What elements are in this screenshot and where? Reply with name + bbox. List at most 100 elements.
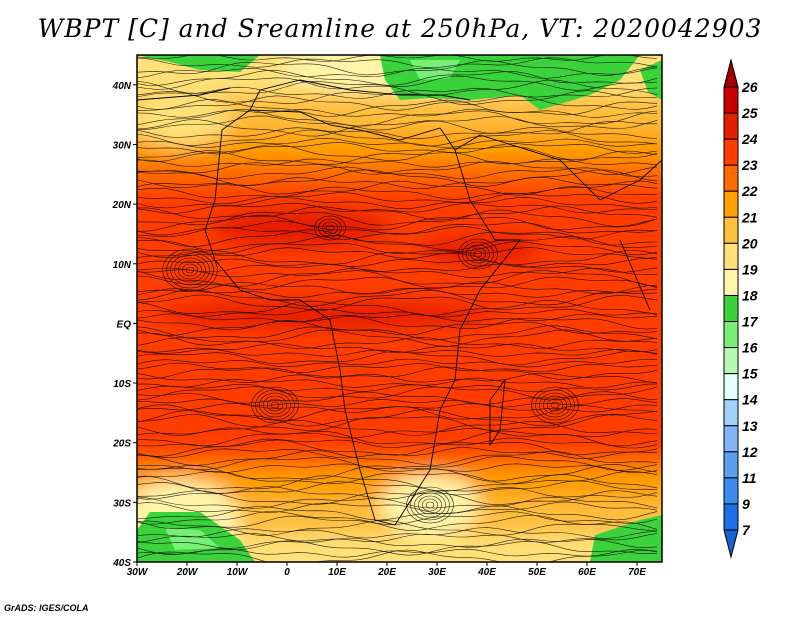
colorbar-segment [723, 164, 739, 192]
streamline [137, 267, 658, 279]
colorbar-bottom-arrow [723, 529, 739, 559]
streamline [137, 470, 658, 485]
streamline [137, 358, 658, 368]
streamline [137, 537, 658, 549]
vortex-streamline [473, 250, 483, 258]
colorbar-segment [723, 373, 739, 401]
streamline [137, 126, 658, 140]
y-tick-label: 40S [112, 558, 131, 569]
streamline [137, 288, 658, 299]
streamline [137, 343, 658, 353]
streamline [137, 99, 658, 117]
x-tick-label: 30E [428, 567, 446, 578]
streamline [137, 294, 658, 311]
y-tick-label: 10N [113, 260, 132, 271]
streamline [137, 496, 658, 509]
vortex-streamline [181, 263, 199, 277]
vortex-streamline [170, 254, 210, 286]
map-frame [136, 54, 663, 563]
streamline [137, 241, 658, 256]
streamline [137, 95, 658, 111]
streamline [137, 247, 658, 259]
vortex-streamline [539, 392, 571, 418]
x-tick-label: 70E [628, 567, 646, 578]
x-tick-label: 10E [328, 567, 346, 578]
vortex-streamline [421, 498, 439, 512]
vortex-streamline [546, 398, 564, 412]
colorbar-segment [723, 477, 739, 505]
vortex-streamline [465, 244, 490, 264]
colorbar-segment [723, 242, 739, 270]
vortex-streamline [251, 386, 299, 424]
streamline [137, 220, 658, 236]
x-tick-label: 60E [578, 567, 596, 578]
x-tick-label: 10W [227, 567, 249, 578]
streamline [137, 263, 658, 273]
streamline [137, 169, 658, 187]
vortex-streamline [425, 501, 435, 509]
streamline [137, 115, 658, 131]
streamline [137, 144, 658, 163]
streamline [137, 391, 658, 405]
streamline [137, 447, 658, 460]
vortex-streamline [458, 238, 498, 270]
x-tick-label: 40E [477, 567, 496, 578]
vortex-streamline [414, 492, 446, 518]
streamline [137, 235, 658, 251]
streamline [137, 60, 658, 76]
streamline [137, 281, 658, 295]
vortex-streamline [178, 260, 203, 280]
vortex-streamline [266, 398, 284, 412]
colorbar-label: 13 [742, 418, 758, 434]
colorbar-label: 14 [742, 392, 758, 408]
streamline [137, 398, 658, 408]
streamline [137, 320, 658, 336]
streamline [137, 209, 658, 227]
vortex-streamline [259, 392, 291, 418]
colorbar-label: 21 [741, 209, 758, 225]
x-tick-label: 20E [377, 567, 396, 578]
vortex-streamline [162, 248, 218, 292]
streamline [137, 119, 657, 137]
vortex-streamline [469, 247, 487, 261]
vortex-streamline [531, 386, 579, 424]
streamline [137, 439, 658, 457]
vortex-streamline [535, 389, 575, 421]
streamline [137, 336, 658, 350]
colorbar-segment [723, 321, 739, 349]
streamline [137, 501, 658, 515]
x-tick-label: 50E [528, 567, 546, 578]
streamline [137, 275, 658, 291]
streamline [137, 180, 658, 196]
streamline [137, 313, 658, 323]
streamline [137, 540, 658, 556]
colorbar-segment [723, 503, 739, 531]
colorbar-label: 20 [741, 235, 758, 251]
colorbar-label: 25 [741, 105, 758, 121]
colorbar-label: 15 [742, 366, 758, 382]
y-tick-label: 20S [112, 439, 131, 450]
streamline [137, 308, 658, 318]
streamline [137, 463, 658, 474]
vortex-streamline [174, 257, 206, 283]
streamline [137, 348, 658, 357]
streamline [137, 158, 658, 168]
streamline [137, 414, 658, 431]
streamline [137, 137, 658, 149]
streamline [137, 86, 658, 99]
streamline [137, 486, 658, 500]
streamline [137, 366, 658, 381]
vortex-streamline [542, 395, 567, 415]
vortex-streamline [166, 251, 214, 289]
vortex-streamline [185, 266, 195, 274]
colorbar-segment [723, 451, 739, 479]
colorbar-label: 26 [741, 79, 758, 95]
vortex-streamline [321, 221, 339, 235]
vortex-streamline [325, 224, 335, 232]
vortex-streamline [262, 395, 287, 415]
streamline [137, 409, 658, 427]
streamline [137, 299, 658, 316]
streamline [137, 202, 658, 214]
x-tick-label: 0 [284, 567, 290, 578]
